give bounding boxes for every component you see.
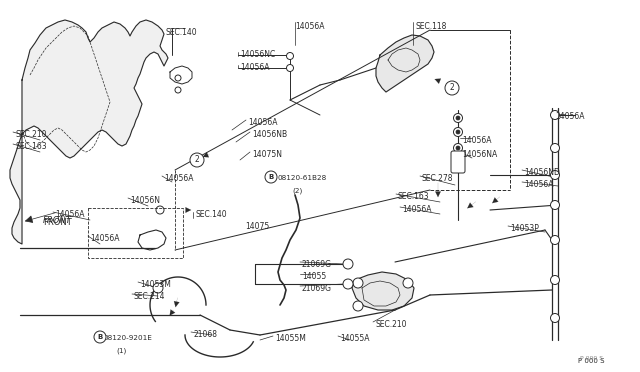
Text: SEC.214: SEC.214 xyxy=(134,292,166,301)
Circle shape xyxy=(343,279,353,289)
Circle shape xyxy=(287,52,294,60)
Text: B: B xyxy=(97,334,102,340)
Circle shape xyxy=(454,144,463,153)
Circle shape xyxy=(454,160,463,170)
Circle shape xyxy=(550,314,559,323)
Text: 14053P: 14053P xyxy=(510,224,539,233)
Text: 14056A: 14056A xyxy=(402,205,431,214)
Circle shape xyxy=(550,276,559,285)
Text: SEC.210: SEC.210 xyxy=(375,320,406,329)
Text: 14055: 14055 xyxy=(302,272,326,281)
Text: 14056NC: 14056NC xyxy=(240,50,275,59)
Circle shape xyxy=(353,301,363,311)
Text: SEC.118: SEC.118 xyxy=(415,22,446,31)
Text: 08120-9201E: 08120-9201E xyxy=(103,335,152,341)
Text: 14056NA: 14056NA xyxy=(462,150,497,159)
Text: 08120-61B28: 08120-61B28 xyxy=(278,175,327,181)
Circle shape xyxy=(445,81,459,95)
FancyBboxPatch shape xyxy=(451,151,465,173)
Text: SEC.140: SEC.140 xyxy=(195,210,227,219)
Text: 14055A: 14055A xyxy=(340,334,369,343)
Text: 2: 2 xyxy=(450,83,454,93)
Circle shape xyxy=(550,110,559,119)
Text: 14056ND: 14056ND xyxy=(524,168,560,177)
Text: SEC.210: SEC.210 xyxy=(15,130,47,139)
Text: 14056A: 14056A xyxy=(462,136,492,145)
Text: 14056A: 14056A xyxy=(240,63,269,72)
Text: SEC.163: SEC.163 xyxy=(15,142,47,151)
Text: 14075N: 14075N xyxy=(252,150,282,159)
Circle shape xyxy=(190,153,204,167)
Circle shape xyxy=(454,113,463,122)
Circle shape xyxy=(287,64,294,71)
Text: 14075: 14075 xyxy=(245,222,269,231)
Circle shape xyxy=(175,87,181,93)
Circle shape xyxy=(550,235,559,244)
Text: (1): (1) xyxy=(116,347,126,353)
Text: SEC.278: SEC.278 xyxy=(422,174,454,183)
Text: SEC.163: SEC.163 xyxy=(398,192,429,201)
Circle shape xyxy=(550,144,559,153)
Text: P 000 S: P 000 S xyxy=(578,358,605,364)
Text: SEC.140: SEC.140 xyxy=(165,28,196,37)
Text: 14056N: 14056N xyxy=(130,196,160,205)
Text: 21069G: 21069G xyxy=(302,260,332,269)
Circle shape xyxy=(153,283,163,293)
Text: 14056A: 14056A xyxy=(90,234,120,243)
Text: 14055M: 14055M xyxy=(275,334,306,343)
Circle shape xyxy=(175,75,181,81)
Text: 14056A: 14056A xyxy=(248,118,278,127)
Text: 14056A: 14056A xyxy=(295,22,324,31)
Text: FRONT: FRONT xyxy=(43,216,72,225)
Circle shape xyxy=(456,146,460,150)
Circle shape xyxy=(454,128,463,137)
Text: P 000 S: P 000 S xyxy=(580,356,603,361)
Text: 21068: 21068 xyxy=(193,330,217,339)
Circle shape xyxy=(456,116,460,120)
Text: (2): (2) xyxy=(292,187,302,193)
Text: 2: 2 xyxy=(195,155,200,164)
Circle shape xyxy=(265,171,277,183)
Circle shape xyxy=(94,331,106,343)
Text: 14056A: 14056A xyxy=(164,174,193,183)
Text: B: B xyxy=(268,174,274,180)
Text: 14053M: 14053M xyxy=(140,280,171,289)
Circle shape xyxy=(353,278,363,288)
Circle shape xyxy=(403,278,413,288)
Text: 14056NB: 14056NB xyxy=(252,130,287,139)
Polygon shape xyxy=(352,272,414,310)
Circle shape xyxy=(550,170,559,180)
Text: 14056A: 14056A xyxy=(555,112,584,121)
Circle shape xyxy=(456,130,460,134)
Polygon shape xyxy=(376,35,434,92)
Text: FRONT: FRONT xyxy=(43,218,72,227)
Circle shape xyxy=(550,201,559,209)
Circle shape xyxy=(156,206,164,214)
Text: 14056A: 14056A xyxy=(55,210,84,219)
Polygon shape xyxy=(10,20,168,244)
Text: 21069G: 21069G xyxy=(302,284,332,293)
Circle shape xyxy=(343,259,353,269)
Text: 14056A: 14056A xyxy=(524,180,554,189)
